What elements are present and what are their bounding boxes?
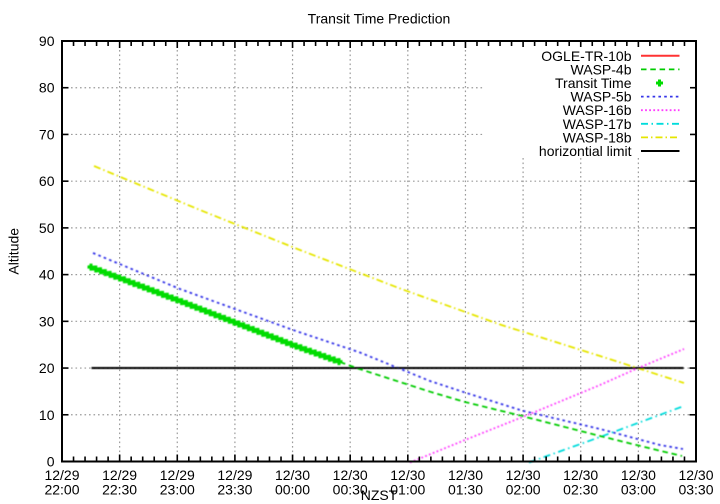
svg-text:90: 90 <box>39 33 55 49</box>
svg-text:WASP-4b: WASP-4b <box>571 61 632 77</box>
svg-text:03:30: 03:30 <box>678 482 713 498</box>
svg-text:12/30: 12/30 <box>678 467 713 483</box>
svg-text:30: 30 <box>39 313 55 329</box>
svg-text:Transit Time Prediction: Transit Time Prediction <box>308 11 451 27</box>
svg-text:WASP-18b: WASP-18b <box>563 129 632 145</box>
svg-text:horizontial limit: horizontial limit <box>539 143 632 159</box>
svg-text:20: 20 <box>39 360 55 376</box>
svg-text:Altitude: Altitude <box>6 228 22 275</box>
svg-text:23:00: 23:00 <box>160 482 195 498</box>
svg-text:80: 80 <box>39 80 55 96</box>
svg-text:12/30: 12/30 <box>333 467 368 483</box>
svg-text:02:30: 02:30 <box>563 482 598 498</box>
svg-text:12/29: 12/29 <box>102 467 137 483</box>
svg-text:01:00: 01:00 <box>390 482 425 498</box>
svg-text:NZST: NZST <box>361 487 398 503</box>
svg-text:60: 60 <box>39 173 55 189</box>
svg-text:12/30: 12/30 <box>621 467 656 483</box>
svg-text:00:00: 00:00 <box>275 482 310 498</box>
svg-text:12/30: 12/30 <box>563 467 598 483</box>
svg-text:02:00: 02:00 <box>506 482 541 498</box>
svg-text:12/30: 12/30 <box>390 467 425 483</box>
svg-text:12/29: 12/29 <box>44 467 79 483</box>
svg-text:0: 0 <box>47 454 55 470</box>
svg-text:WASP-5b: WASP-5b <box>571 89 632 105</box>
svg-text:23:30: 23:30 <box>217 482 252 498</box>
svg-text:40: 40 <box>39 267 55 283</box>
svg-text:12/29: 12/29 <box>217 467 252 483</box>
svg-text:03:00: 03:00 <box>621 482 656 498</box>
svg-text:WASP-17b: WASP-17b <box>563 116 632 132</box>
svg-text:WASP-16b: WASP-16b <box>563 102 632 118</box>
svg-text:01:30: 01:30 <box>448 482 483 498</box>
svg-text:12/30: 12/30 <box>275 467 310 483</box>
svg-text:12/30: 12/30 <box>448 467 483 483</box>
svg-text:Transit Time: Transit Time <box>555 75 632 91</box>
svg-text:00:30: 00:30 <box>333 482 368 498</box>
svg-text:12/30: 12/30 <box>506 467 541 483</box>
svg-text:22:30: 22:30 <box>102 482 137 498</box>
svg-text:12/29: 12/29 <box>160 467 195 483</box>
svg-text:70: 70 <box>39 126 55 142</box>
svg-text:10: 10 <box>39 407 55 423</box>
svg-text:22:00: 22:00 <box>44 482 79 498</box>
svg-text:50: 50 <box>39 220 55 236</box>
svg-text:OGLE-TR-10b: OGLE-TR-10b <box>541 48 631 64</box>
